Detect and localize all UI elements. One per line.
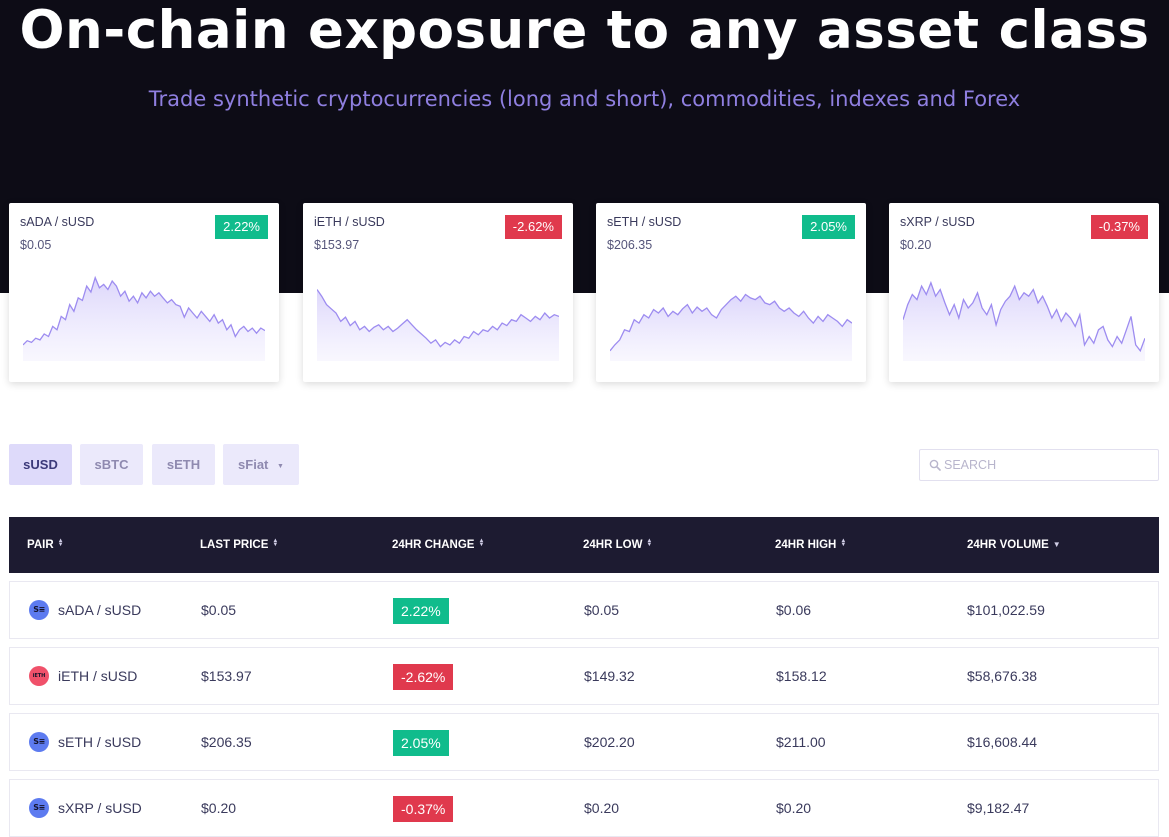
column-header-pair[interactable]: PAIR ▲ ▼ (27, 517, 64, 573)
card-pair: iETH / sUSD (314, 215, 385, 229)
card-pair: sXRP / sUSD (900, 215, 975, 229)
filter-susd[interactable]: sUSD (9, 444, 72, 485)
sparkline-line (903, 280, 1145, 353)
high-cell: $211.00 (776, 734, 826, 750)
market-card-seth[interactable]: sETH / sUSD $206.35 2.05% (596, 203, 866, 382)
sort-desc-icon: ▼ (1052, 540, 1061, 549)
high-cell: $158.12 (776, 668, 827, 684)
market-card-sxrp[interactable]: sXRP / sUSD $0.20 -0.37% (889, 203, 1159, 382)
table-row[interactable]: S≡ sETH / sUSD $206.35 2.05% $202.20 $21… (9, 713, 1159, 771)
low-cell: $0.20 (584, 800, 620, 816)
low-cell: $202.20 (584, 734, 635, 750)
high-cell: $0.06 (776, 602, 812, 618)
volume-cell: $9,182.47 (967, 800, 1030, 816)
change-badge: 2.05% (393, 730, 449, 756)
sparkline-chart (610, 293, 852, 361)
change-badge: -0.37% (1090, 215, 1148, 239)
card-pair: sETH / sUSD (607, 215, 682, 229)
sparkline-area (23, 277, 265, 361)
last-price-cell: $0.20 (201, 800, 237, 816)
sparkline-chart (317, 289, 559, 361)
change-badge: 2.22% (393, 598, 449, 624)
column-label: 24HR LOW (583, 539, 643, 551)
table-row[interactable]: S≡ sXRP / sUSD $0.20 -0.37% $0.20 $0.20 … (9, 779, 1159, 837)
table-row[interactable]: iETH iETH / sUSD $153.97 -2.62% $149.32 … (9, 647, 1159, 705)
low-cell: $149.32 (584, 668, 635, 684)
filter-seth[interactable]: sETH (152, 444, 215, 485)
sort-icon: ▲ ▼ (57, 538, 64, 548)
card-price: $206.35 (607, 238, 653, 252)
pair-cell: sETH / sUSD (58, 734, 142, 750)
sparkline-area (610, 294, 852, 361)
ieth-coin-icon: iETH (29, 666, 49, 686)
last-price-cell: $153.97 (201, 668, 252, 684)
high-cell: $0.20 (776, 800, 812, 816)
filter-sfiat-label: sFiat (238, 457, 269, 472)
change-badge: -2.62% (393, 664, 454, 690)
change-badge: -0.37% (393, 796, 454, 822)
column-label: PAIR (27, 539, 54, 551)
sort-icon: ▲ ▼ (272, 538, 279, 548)
column-label: 24HR CHANGE (392, 539, 475, 551)
search-icon (929, 459, 941, 471)
filter-sfiat-dropdown[interactable]: sFiat ▼ (223, 444, 299, 485)
table-header: PAIR ▲ ▼ LAST PRICE ▲ ▼ 24HR CHANGE ▲ ▼ 24HR L… (9, 517, 1159, 573)
column-header-24hr-change[interactable]: 24HR CHANGE ▲ ▼ (392, 517, 484, 573)
sxrp-coin-icon: S≡ (29, 798, 49, 818)
pair-cell: sXRP / sUSD (58, 800, 142, 816)
column-label: 24HR HIGH (775, 539, 837, 551)
sada-coin-icon: S≡ (29, 600, 49, 620)
column-header-24hr-volume[interactable]: 24HR VOLUME ▼ (967, 517, 1061, 573)
change-badge: 2.05% (802, 215, 855, 239)
pair-cell: iETH / sUSD (58, 668, 138, 684)
market-card-sada[interactable]: sADA / sUSD $0.05 2.22% (9, 203, 279, 382)
sparkline-line (610, 293, 852, 352)
sort-icon: ▲ ▼ (646, 538, 653, 548)
column-header-last-price[interactable]: LAST PRICE ▲ ▼ (200, 517, 278, 573)
sparkline-line (23, 275, 265, 346)
last-price-cell: $206.35 (201, 734, 252, 750)
hero-subtitle: Trade synthetic cryptocurrencies (long a… (148, 87, 1021, 111)
sparkline-line (317, 289, 559, 348)
filter-sbtc[interactable]: sBTC (80, 444, 143, 485)
sort-icon: ▲ ▼ (478, 538, 485, 548)
market-card-ieth[interactable]: iETH / sUSD $153.97 -2.62% (303, 203, 573, 382)
volume-cell: $58,676.38 (967, 668, 1038, 684)
caret-down-icon: ▼ (277, 463, 284, 470)
hero-title: On-chain exposure to any asset class (19, 0, 1150, 61)
sort-icon: ▲ ▼ (840, 538, 847, 548)
volume-cell: $16,608.44 (967, 734, 1038, 750)
column-header-24hr-low[interactable]: 24HR LOW ▲ ▼ (583, 517, 652, 573)
sparkline-chart (903, 280, 1145, 361)
search-box (919, 449, 1159, 481)
column-label: LAST PRICE (200, 539, 269, 551)
last-price-cell: $0.05 (201, 602, 237, 618)
search-input[interactable] (944, 450, 1154, 480)
column-label: 24HR VOLUME (967, 539, 1049, 551)
change-badge: -2.62% (504, 215, 562, 239)
card-pair: sADA / sUSD (20, 215, 95, 229)
low-cell: $0.05 (584, 602, 620, 618)
table-row[interactable]: S≡ sADA / sUSD $0.05 2.22% $0.05 $0.06 $… (9, 581, 1159, 639)
pair-cell: sADA / sUSD (58, 602, 142, 618)
sparkline-area (317, 289, 559, 361)
column-header-24hr-high[interactable]: 24HR HIGH ▲ ▼ (775, 517, 846, 573)
sparkline-area (903, 282, 1145, 361)
change-badge: 2.22% (215, 215, 268, 239)
sparkline-chart (23, 275, 265, 361)
card-price: $0.20 (900, 238, 932, 252)
card-price: $0.05 (20, 238, 52, 252)
card-price: $153.97 (314, 238, 360, 252)
seth-coin-icon: S≡ (29, 732, 49, 752)
volume-cell: $101,022.59 (967, 602, 1045, 618)
